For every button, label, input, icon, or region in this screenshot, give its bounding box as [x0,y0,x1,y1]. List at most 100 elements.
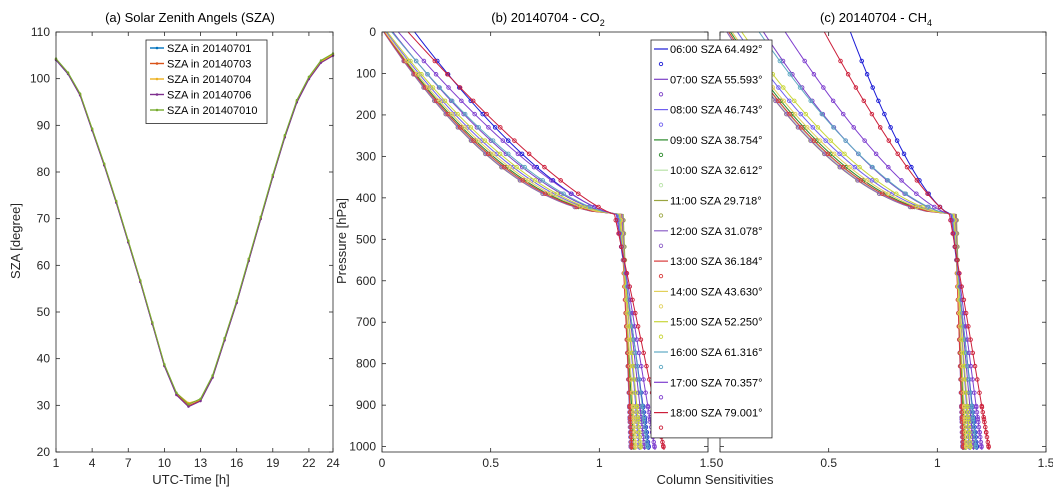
profile-marker [811,138,817,143]
y-tick-label: 200 [356,108,376,122]
profile-line [383,31,633,450]
profile-marker [870,85,875,90]
profile-marker [977,429,982,435]
profile-marker [561,191,566,196]
profile-marker [986,444,991,450]
profile-marker [977,390,982,395]
profile-marker [462,125,467,130]
profile-marker [636,350,642,356]
profile-marker [903,191,909,196]
profile-marker [636,377,642,382]
x-tick-label: 1.5 [1038,456,1053,470]
profile-marker [972,390,977,395]
profile-marker [633,310,638,316]
profile-marker [917,178,922,183]
profile-marker [899,178,904,183]
profile-marker [858,178,864,183]
sza-point [211,374,214,377]
legend-marker [658,364,664,370]
profile-marker [963,324,968,329]
profile-marker [627,324,632,329]
legend-marker [658,213,664,218]
profile-marker [965,404,970,410]
profile-line [823,31,990,451]
profile-marker [643,429,648,435]
profile-marker [973,444,979,450]
y-tick-label: 110 [31,25,50,39]
profile-marker [968,444,973,450]
profile-marker [540,178,546,183]
panel-b-ylabel: Pressure [hPa] [334,198,349,284]
legend-entry: 08:00 SZA 46.743° [670,105,762,117]
sza-point [187,405,190,408]
profile-marker [548,191,553,196]
profile-marker [641,377,646,382]
profile-marker [978,439,984,445]
profile-marker [652,444,657,450]
profile-line [763,31,975,450]
legend-marker [658,92,664,97]
profile-marker [631,419,637,425]
legend-entry: 12:00 SZA 31.078° [670,226,762,238]
profile-marker [641,350,646,356]
profile-line [414,31,650,450]
profile-marker [630,310,635,316]
profile-marker [874,178,879,183]
profile-marker [435,58,440,64]
profile-marker [967,429,972,435]
profile-marker [640,409,646,415]
profile-marker [408,58,413,64]
sza-point [102,162,106,165]
y-tick-label: 700 [356,315,376,329]
profile-marker [808,138,814,143]
profile-marker [637,439,643,445]
profile-marker [981,416,987,422]
legend-entry: 16:00 SZA 61.316° [670,347,762,359]
profile-marker [465,125,470,130]
sza-point [78,92,82,95]
profile-marker [960,439,966,445]
profile-marker [983,429,989,435]
profile-marker [864,72,870,77]
profile-marker [828,138,833,143]
legend-marker [155,46,159,50]
profile-marker [486,125,491,130]
legend-entry: SZA in 20140704 [167,74,251,86]
legend-entry: SZA in 201407010 [167,105,258,117]
profile-line [407,31,665,451]
profile-marker [961,390,966,395]
legend-marker [155,108,159,112]
profile-marker [970,414,976,420]
x-tick-label: 0.5 [820,456,837,470]
profile-marker [525,178,531,183]
profile-marker [645,404,651,410]
legend-marker [155,93,159,96]
legend-entry: 11:00 SZA 29.718° [670,196,762,208]
profile-marker [644,434,649,440]
profile-marker [831,151,837,157]
profile-marker [811,72,817,77]
panel-a-ticks: 1 4 7 10 13 16 19 22 24 20 30 40 50 60 70 80 90 100 110 [30,25,340,470]
profile-marker [616,231,621,236]
profile-marker [970,409,975,415]
profile-marker [914,191,919,196]
y-tick-label: 1000 [349,440,376,454]
profile-marker [959,284,964,289]
profile-marker [888,125,893,130]
profile-marker [980,409,986,415]
profile-marker [876,98,881,104]
profile-marker [621,257,627,263]
sza-point [66,71,70,74]
profile-marker [840,111,846,117]
profile-marker [859,58,864,64]
profile-marker [485,151,491,157]
profile-marker [810,125,816,130]
profile-marker [842,151,847,157]
sza-point [90,127,94,130]
profile-marker [819,111,825,117]
profile-marker [972,429,977,435]
profile-line [383,31,633,450]
profile-marker [973,439,978,445]
profile-marker [798,111,803,117]
profile-marker [802,58,807,64]
